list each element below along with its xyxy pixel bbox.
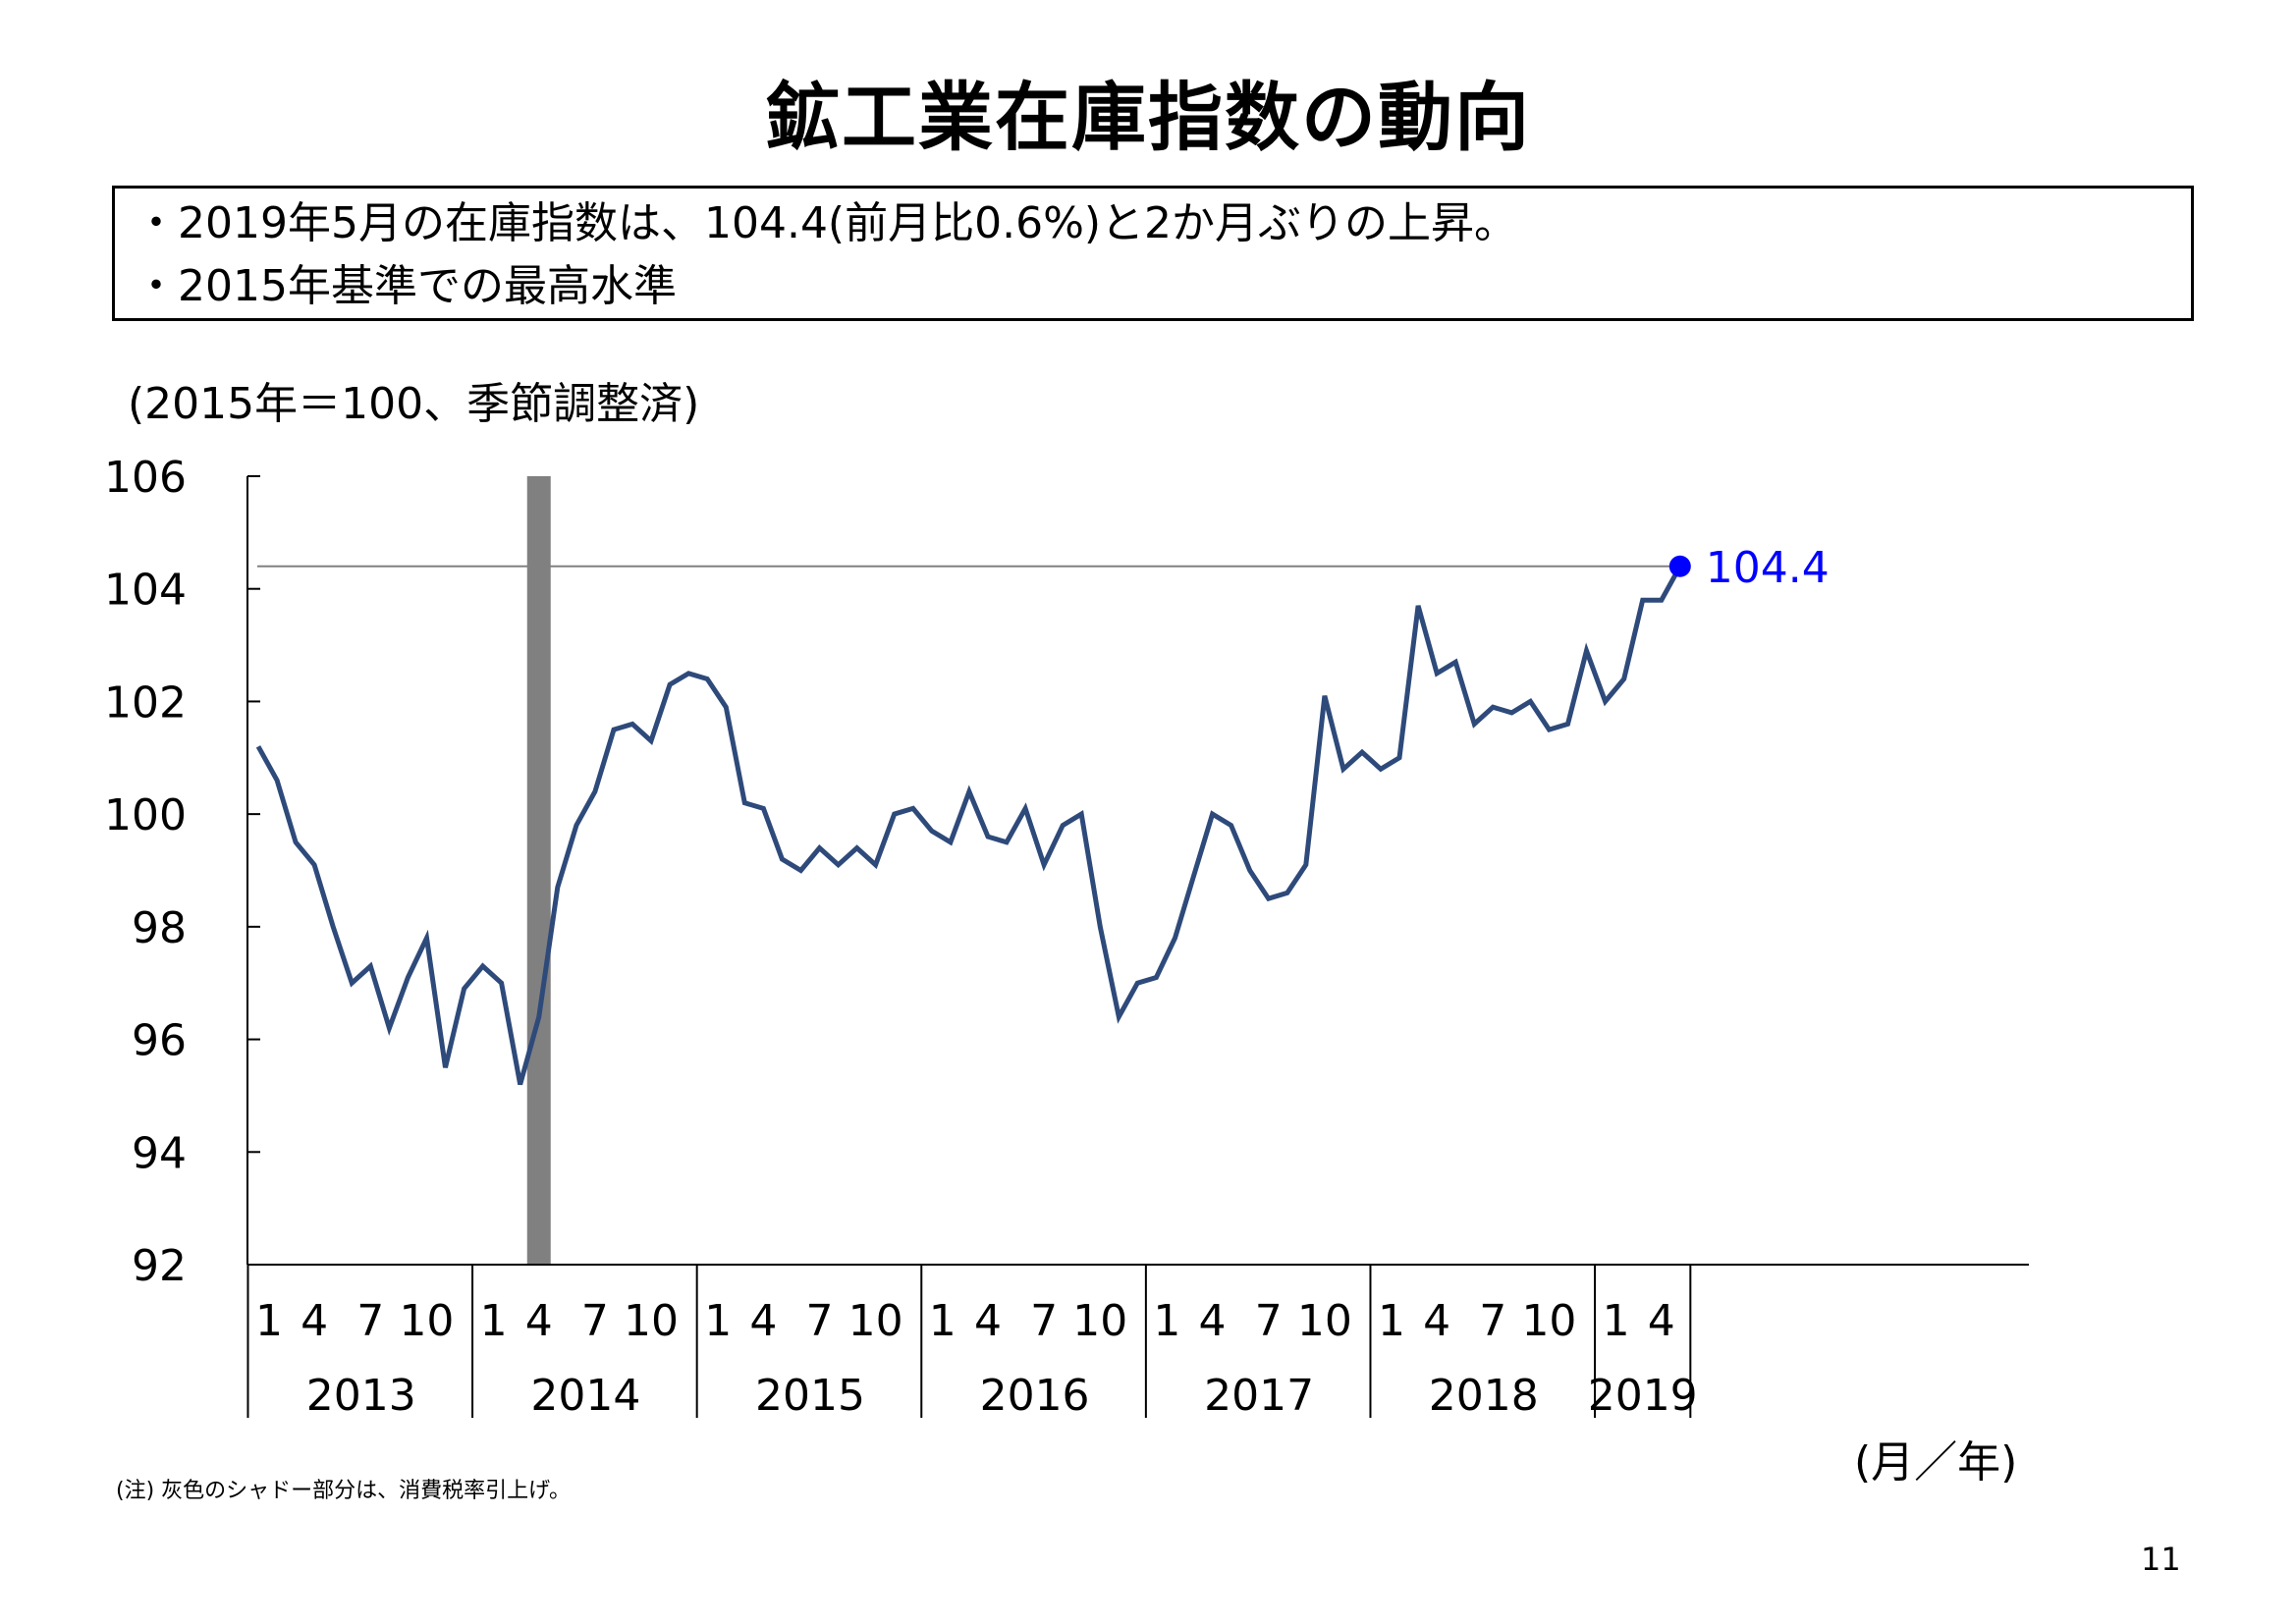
y-tick-label: 106 [104, 453, 187, 503]
inventory-index-line [255, 565, 1682, 1086]
page-number: 11 [2141, 1541, 2181, 1578]
y-axis-unit-label: (2015年＝100、季節調整済) [128, 379, 700, 429]
y-tick-label: 102 [104, 677, 187, 728]
x-month-label: 4 [1199, 1296, 1227, 1346]
x-month-label: 1 [1153, 1296, 1180, 1346]
x-month-label: 1 [1378, 1296, 1405, 1346]
x-month-label: 4 [1648, 1296, 1675, 1346]
x-year-label: 2014 [530, 1371, 640, 1421]
x-month-label: 10 [624, 1296, 679, 1346]
x-axis-unit-label: (月／年) [1854, 1437, 2018, 1488]
x-year-label: 2019 [1588, 1371, 1698, 1421]
x-month-label: 4 [301, 1296, 328, 1346]
x-month-label: 7 [1255, 1296, 1283, 1346]
x-month-label: 4 [749, 1296, 777, 1346]
x-month-label: 10 [848, 1296, 903, 1346]
x-month-label: 7 [581, 1296, 609, 1346]
x-month-label: 10 [1072, 1296, 1127, 1346]
x-year-label: 2017 [1204, 1371, 1314, 1421]
y-tick-label: 98 [132, 903, 187, 953]
tax-increase-shade [526, 476, 551, 1265]
summary-line-1: ・2019年5月の在庫指数は、104.4(前月比0.6%)と2か月ぶりの上昇。 [135, 198, 1518, 248]
x-month-label: 1 [480, 1296, 508, 1346]
x-month-label: 10 [1297, 1296, 1352, 1346]
x-month-label: 10 [399, 1296, 454, 1346]
x-month-label: 4 [974, 1296, 1002, 1346]
x-month-label: 1 [704, 1296, 732, 1346]
y-tick-label: 100 [104, 790, 187, 840]
x-year-label: 2018 [1429, 1371, 1539, 1421]
x-year-label: 2015 [755, 1371, 865, 1421]
x-month-label: 4 [525, 1296, 553, 1346]
summary-box: ・2019年5月の在庫指数は、104.4(前月比0.6%)と2か月ぶりの上昇。 … [112, 186, 2194, 321]
x-month-label: 7 [1030, 1296, 1058, 1346]
footnote: (注) 灰色のシャドー部分は、消費税率引上げ。 [116, 1479, 572, 1503]
x-month-label: 1 [929, 1296, 957, 1346]
x-month-label: 4 [1423, 1296, 1450, 1346]
x-month-label: 7 [1479, 1296, 1506, 1346]
page-title: 鉱工業在庫指数の動向 [765, 74, 1531, 161]
x-year-label: 2016 [980, 1371, 1090, 1421]
y-tick-label: 104 [104, 566, 187, 616]
x-month-label: 7 [806, 1296, 834, 1346]
x-month-label: 1 [255, 1296, 283, 1346]
latest-point-marker [1668, 555, 1691, 577]
x-month-label: 1 [1603, 1296, 1630, 1346]
y-tick-label: 92 [132, 1241, 187, 1291]
x-month-label: 7 [356, 1296, 384, 1346]
y-tick-label: 96 [132, 1016, 187, 1066]
x-year-label: 2013 [306, 1371, 416, 1421]
y-tick-label: 94 [132, 1128, 187, 1178]
summary-line-2: ・2015年基準での最高水準 [135, 261, 677, 311]
latest-value-label: 104.4 [1706, 543, 1830, 593]
x-month-label: 10 [1521, 1296, 1576, 1346]
